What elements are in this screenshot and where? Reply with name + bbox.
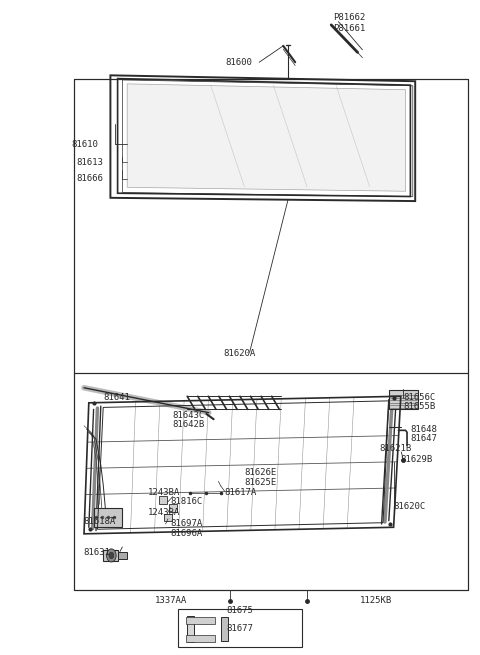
Text: 81618A: 81618A — [83, 517, 115, 526]
Text: 81620A: 81620A — [224, 349, 256, 358]
Bar — [169, 504, 177, 512]
Text: 81613: 81613 — [76, 158, 103, 167]
Text: 81629B: 81629B — [401, 455, 433, 464]
Text: 81697A: 81697A — [170, 519, 203, 529]
Text: 81677: 81677 — [227, 624, 253, 633]
Bar — [118, 552, 127, 559]
Bar — [74, 79, 468, 373]
Bar — [187, 616, 194, 642]
Text: 81642B: 81642B — [173, 420, 205, 429]
Text: 81666: 81666 — [76, 174, 103, 183]
Text: P81662
P81661: P81662 P81661 — [334, 13, 366, 33]
Text: 1243BA: 1243BA — [148, 488, 180, 497]
Text: 81647: 81647 — [410, 434, 437, 443]
Text: 1243BA: 1243BA — [148, 508, 180, 517]
Text: 81617A: 81617A — [225, 488, 257, 497]
Bar — [74, 373, 468, 590]
Text: 81696A: 81696A — [170, 529, 203, 538]
Text: 1125KB: 1125KB — [360, 596, 392, 605]
Text: 81610: 81610 — [72, 140, 98, 149]
Polygon shape — [127, 84, 406, 191]
Bar — [103, 550, 118, 561]
Text: 81626E: 81626E — [245, 468, 277, 477]
Text: 81620C: 81620C — [394, 502, 426, 512]
Text: 81643C: 81643C — [173, 411, 205, 420]
Text: 81816C: 81816C — [170, 497, 203, 506]
Text: 81625E: 81625E — [245, 477, 277, 487]
Text: 81675: 81675 — [227, 606, 253, 615]
Text: 81621B: 81621B — [379, 444, 411, 453]
Bar — [74, 79, 468, 590]
Text: 81600: 81600 — [225, 58, 252, 67]
Text: 81655B: 81655B — [403, 402, 435, 411]
Bar — [186, 617, 215, 624]
Bar — [178, 609, 302, 647]
Bar — [186, 635, 215, 642]
Text: 81656C: 81656C — [403, 393, 435, 402]
Circle shape — [109, 552, 114, 559]
Bar — [221, 617, 228, 641]
Bar — [159, 496, 167, 504]
Text: 1337AA: 1337AA — [155, 596, 187, 605]
Text: 81641: 81641 — [103, 393, 130, 402]
Text: 81648: 81648 — [410, 424, 437, 434]
Bar — [389, 390, 418, 409]
Bar — [164, 514, 172, 521]
Text: 81631: 81631 — [83, 548, 110, 557]
Bar — [94, 508, 122, 527]
Circle shape — [107, 549, 116, 562]
